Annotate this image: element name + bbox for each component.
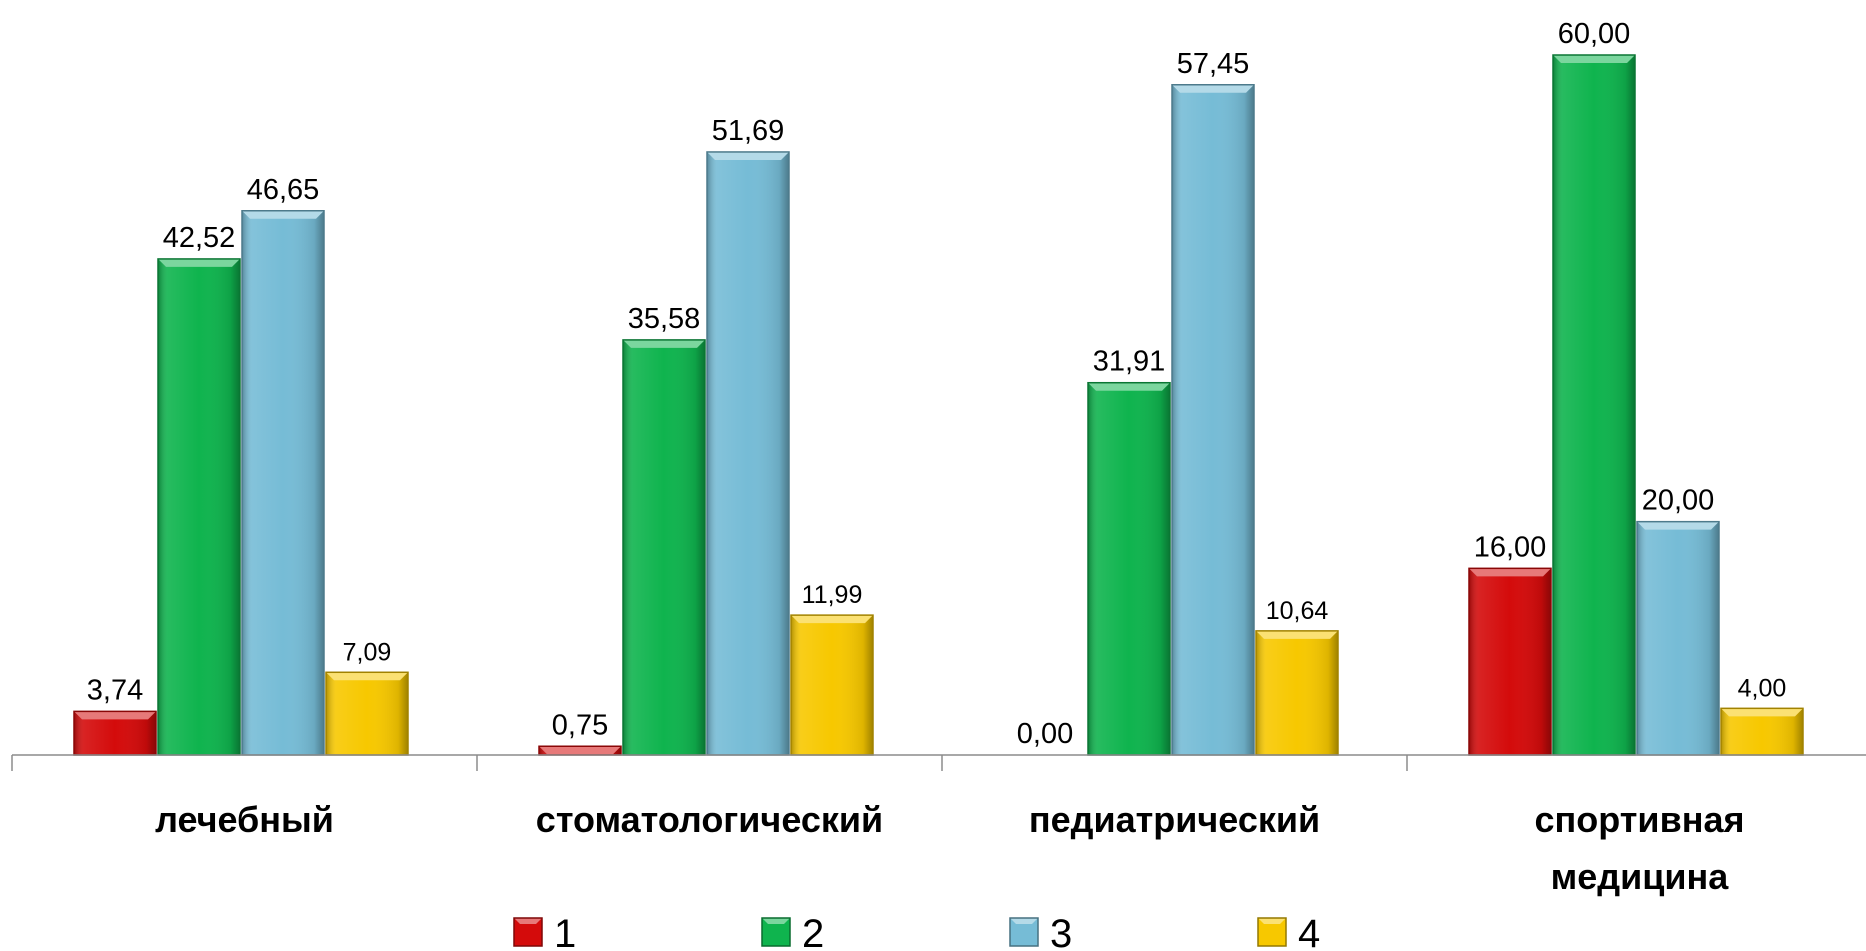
bar-series-3-1 — [706, 151, 790, 756]
value-label: 46,65 — [247, 174, 320, 206]
value-label: 51,69 — [712, 115, 785, 147]
value-label: 0,75 — [552, 709, 608, 741]
category-label: педиатрический — [1029, 799, 1320, 840]
bar-series-1-0 — [73, 710, 157, 756]
value-label: 60,00 — [1558, 18, 1631, 50]
legend-label: 3 — [1050, 912, 1072, 951]
bar-series-4-0 — [325, 671, 409, 756]
bar-series-3-0 — [241, 210, 325, 756]
bars-layer — [73, 54, 1804, 756]
bar-series-4-2 — [1255, 630, 1339, 756]
legend-item-3: 3 — [1009, 912, 1072, 951]
bar-series-4-1 — [790, 614, 874, 756]
bar-series-1-1 — [538, 745, 622, 756]
legend: 1 2 3 4 — [513, 912, 1320, 951]
category-label: медицина — [1551, 856, 1730, 897]
bar-series-2-0 — [157, 258, 241, 756]
value-label: 31,91 — [1093, 346, 1166, 378]
value-label: 4,00 — [1738, 674, 1787, 702]
legend-item-1: 1 — [513, 912, 576, 951]
bar-series-3-3 — [1636, 520, 1720, 756]
legend-label: 4 — [1298, 912, 1320, 951]
value-label: 35,58 — [628, 303, 701, 335]
bar-series-2-1 — [622, 339, 706, 756]
value-label: 3,74 — [87, 674, 143, 706]
bar-series-2-3 — [1552, 54, 1636, 756]
value-label: 0,00 — [1017, 718, 1073, 750]
category-label: лечебный — [155, 799, 334, 840]
value-label: 10,64 — [1266, 597, 1329, 625]
x-axis — [11, 754, 1866, 771]
legend-item-4: 4 — [1257, 912, 1320, 951]
legend-label: 1 — [554, 912, 576, 951]
legend-item-2: 2 — [761, 912, 824, 951]
category-label: спортивная — [1535, 799, 1745, 840]
value-label: 16,00 — [1474, 531, 1547, 563]
value-label: 20,00 — [1642, 485, 1715, 517]
value-label: 11,99 — [802, 581, 863, 609]
value-label: 7,09 — [343, 638, 392, 666]
bar-series-3-2 — [1171, 84, 1255, 756]
bar-series-1-3 — [1468, 567, 1552, 756]
value-labels-layer: 3,74 42,52 46,65 7,09 0,75 35,58 51,69 11,99 0,0… — [87, 18, 1787, 750]
bar-series-4-3 — [1720, 707, 1804, 756]
category-label: стоматологический — [536, 799, 883, 840]
value-label: 42,52 — [163, 222, 236, 254]
legend-label: 2 — [802, 912, 824, 951]
bar-series-2-2 — [1087, 381, 1171, 756]
category-labels-layer: лечебный стоматологический педиатрический с… — [155, 799, 1744, 897]
value-label: 57,45 — [1177, 48, 1250, 80]
